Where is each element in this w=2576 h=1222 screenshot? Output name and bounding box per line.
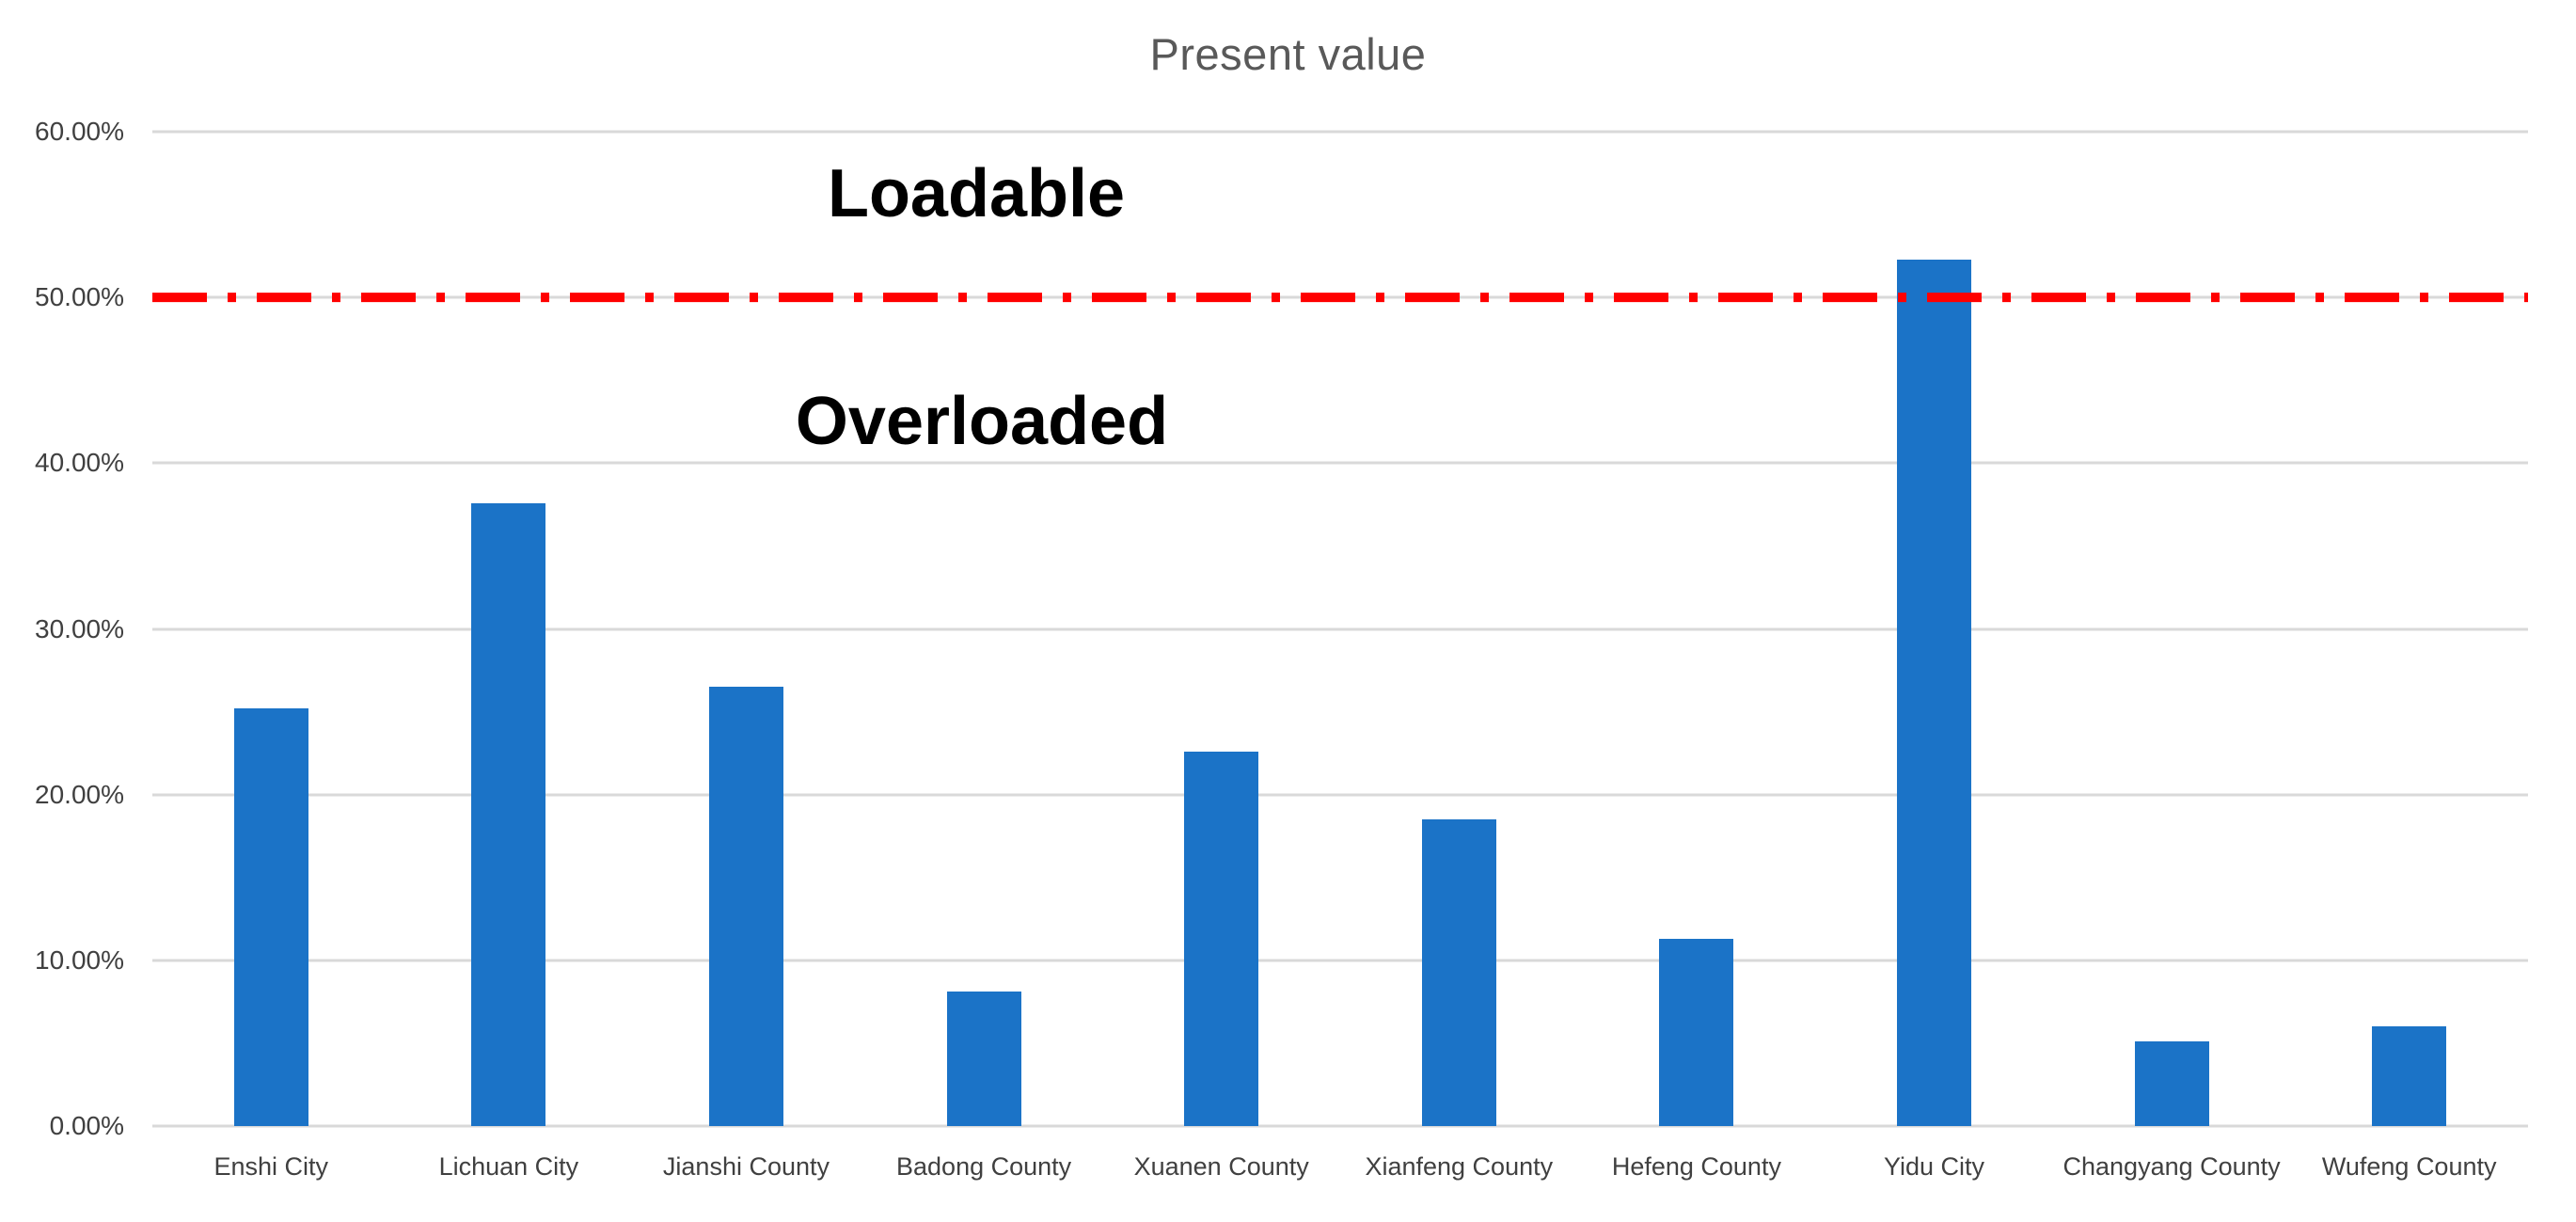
gridline [152,130,2528,134]
gridline [152,1124,2528,1128]
x-axis-category-label: Changyang County [2062,1152,2281,1181]
overloaded-annotation: Overloaded [795,384,1169,459]
gridline [152,793,2528,797]
y-axis-tick-label: 40.00% [35,448,124,478]
threshold-line-layer [152,293,2528,303]
x-axis-category-label: Yidu City [1883,1152,1984,1181]
chart-title: Present value [1149,29,1427,79]
x-axis-category-label: Jianshi County [662,1152,830,1181]
y-axis-tick-label: 60.00% [35,117,124,146]
y-axis-tick-label: 20.00% [35,779,124,809]
x-axis-category-label: Wufeng County [2321,1152,2497,1181]
bar [1421,819,1496,1126]
y-axis-tick-label: 30.00% [35,613,124,643]
bar [946,992,1021,1126]
bar [1659,938,1734,1126]
x-axis-category-label: Xianfeng County [1365,1152,1554,1181]
y-axis-tick-label: 50.00% [35,282,124,312]
bar [233,708,308,1126]
bar [1897,259,1971,1126]
x-axis-category-label: Xuanen County [1133,1152,1309,1181]
gridline [152,959,2528,962]
y-axis-tick-label: 10.00% [35,944,124,975]
x-axis-category-label: Enshi City [213,1152,329,1181]
plot-area: 0.00% 10.00% 20.00% 30.00% 40.00% 50.00% 60.00… [35,119,2528,1180]
bar [709,687,783,1126]
loadable-annotation: Loadable [827,156,1126,231]
bar [1184,751,1259,1126]
gridline [152,461,2528,465]
bar [2372,1026,2447,1126]
gridline [152,627,2528,630]
bar [2134,1041,2209,1126]
bar [471,502,546,1126]
x-axis-category-label: Badong County [896,1152,1072,1181]
x-axis-category-label: Hefeng County [1611,1152,1781,1181]
x-axis-category-label: Lichuan City [438,1152,579,1181]
y-axis-tick-label: 0.00% [49,1111,124,1140]
